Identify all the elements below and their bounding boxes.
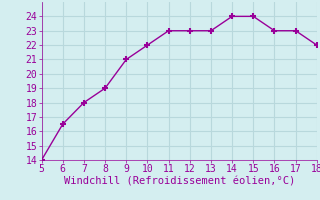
X-axis label: Windchill (Refroidissement éolien,°C): Windchill (Refroidissement éolien,°C) xyxy=(64,177,295,187)
